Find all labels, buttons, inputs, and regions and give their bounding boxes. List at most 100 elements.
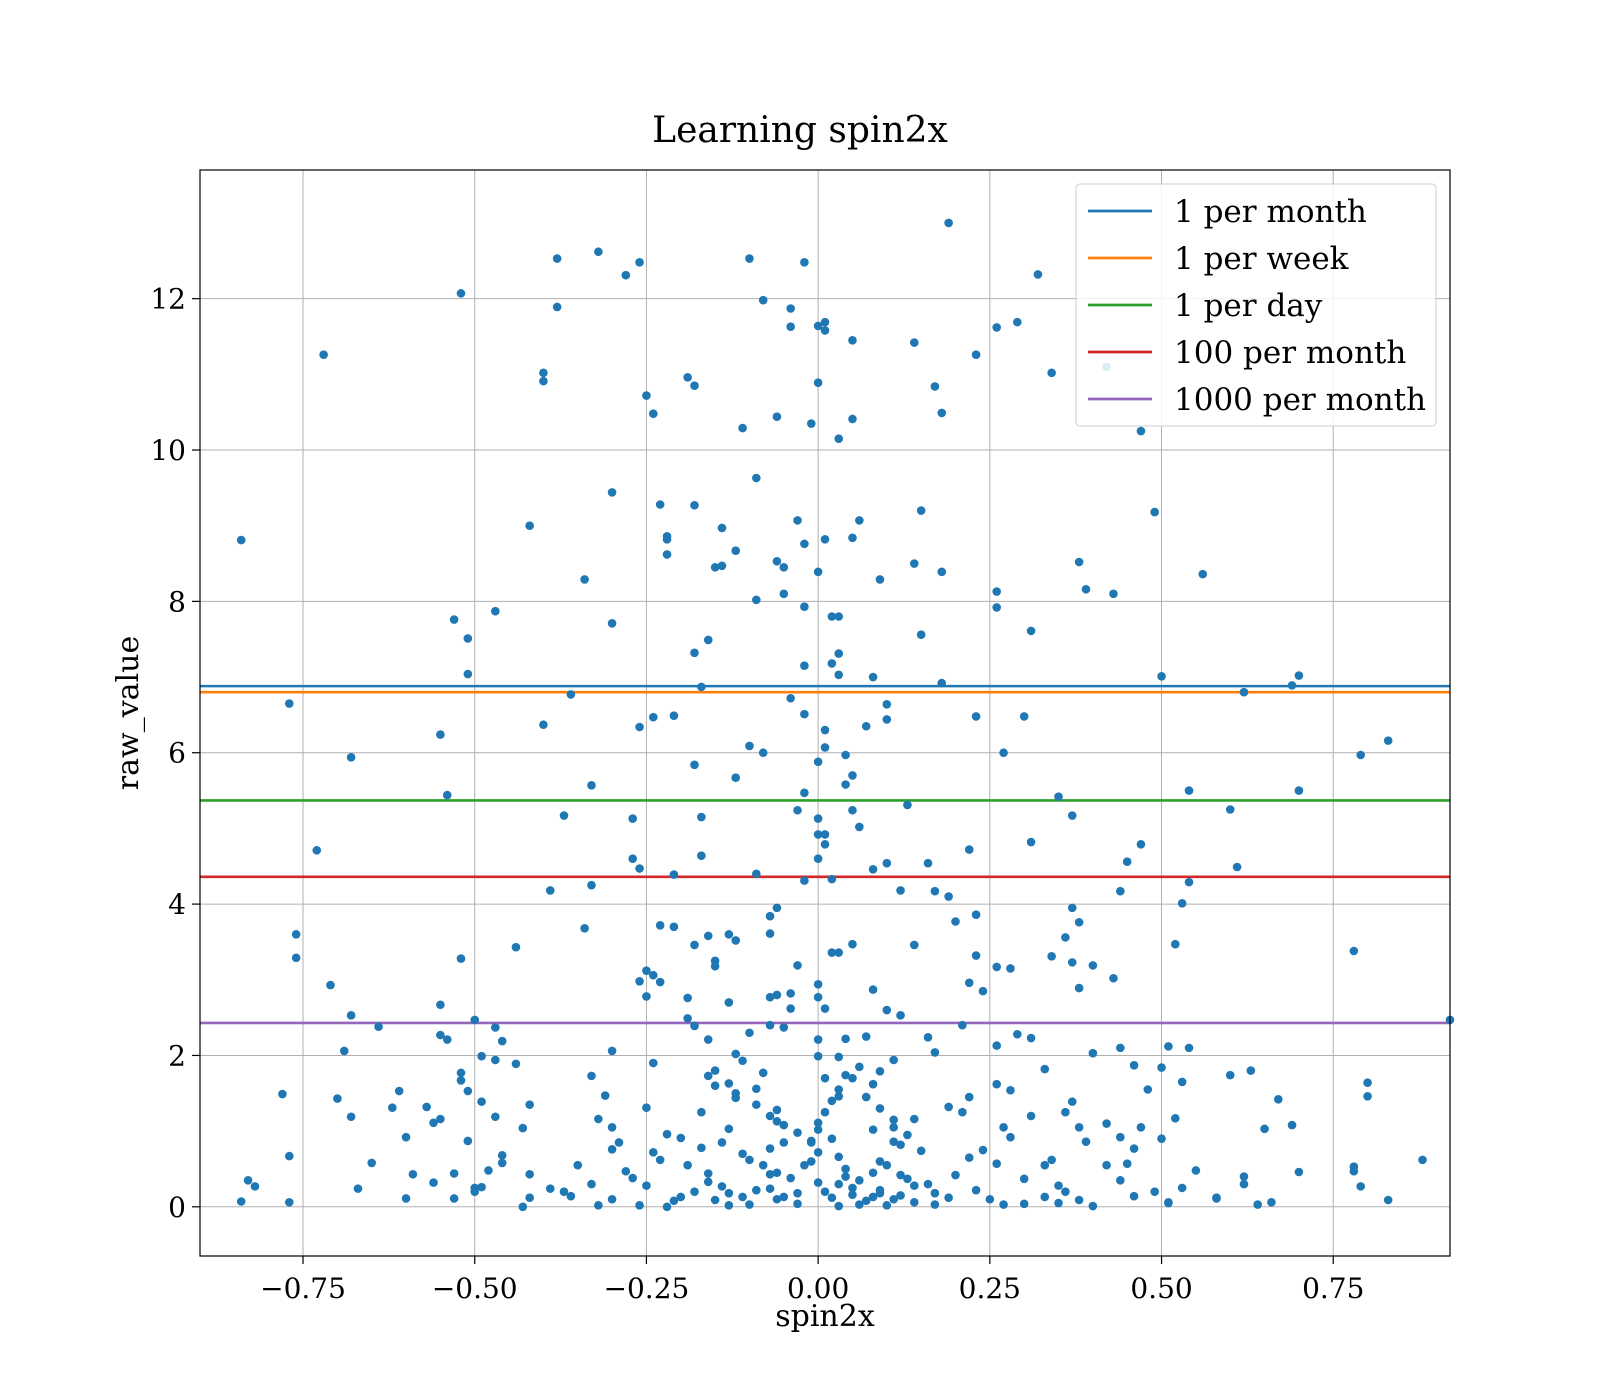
- data-point: [697, 1107, 706, 1117]
- data-point: [834, 612, 844, 621]
- legend-entry: 1 per day: [1174, 288, 1323, 324]
- data-point: [566, 1191, 576, 1201]
- data-point: [655, 1155, 665, 1165]
- data-point: [889, 1194, 898, 1204]
- data-point: [353, 1184, 363, 1193]
- data-point: [813, 992, 823, 1002]
- data-point: [834, 1092, 844, 1101]
- data-point: [717, 1138, 727, 1147]
- data-point: [491, 1023, 500, 1032]
- data-point: [388, 1103, 397, 1112]
- data-point: [436, 1114, 445, 1124]
- data-point: [958, 1107, 967, 1117]
- data-point: [690, 381, 699, 390]
- data-point: [999, 1200, 1008, 1209]
- data-point: [1287, 681, 1297, 690]
- data-point: [442, 1035, 452, 1044]
- data-point: [236, 1197, 246, 1206]
- data-point: [1019, 1199, 1029, 1209]
- data-point: [525, 1193, 534, 1203]
- data-point: [772, 990, 782, 1000]
- data-point: [813, 1118, 823, 1128]
- data-point: [841, 780, 850, 789]
- data-point: [484, 1166, 493, 1175]
- data-point: [930, 886, 940, 896]
- data-point: [710, 961, 720, 971]
- data-point: [738, 1192, 747, 1202]
- data-point: [834, 1085, 844, 1094]
- data-point: [1157, 1134, 1166, 1143]
- data-point: [813, 321, 823, 331]
- data-point: [1074, 983, 1084, 993]
- data-point: [875, 1188, 885, 1198]
- data-point: [1122, 1159, 1132, 1168]
- data-point: [1067, 903, 1077, 913]
- data-point: [703, 1035, 713, 1044]
- data-point: [449, 1169, 459, 1178]
- data-point: [1109, 973, 1118, 983]
- data-point: [827, 1193, 837, 1203]
- data-point: [642, 1103, 651, 1112]
- data-point: [793, 961, 802, 970]
- data-point: [806, 1157, 816, 1166]
- data-point: [1040, 1160, 1050, 1170]
- data-point: [1081, 584, 1091, 594]
- data-point: [813, 830, 823, 839]
- data-point: [813, 1148, 823, 1157]
- data-point: [1349, 946, 1359, 956]
- data-point: [1026, 1111, 1036, 1121]
- data-point: [690, 1021, 699, 1031]
- data-point: [628, 854, 637, 863]
- data-point: [951, 1170, 960, 1180]
- data-point: [971, 350, 981, 359]
- data-point: [786, 1004, 795, 1013]
- data-point: [333, 1094, 342, 1103]
- data-point: [813, 980, 823, 989]
- x-tick-label: 0.50: [1130, 1272, 1192, 1305]
- data-point: [1074, 917, 1084, 927]
- data-point: [710, 1066, 720, 1075]
- data-point: [827, 1134, 837, 1143]
- data-point: [1212, 1193, 1221, 1203]
- data-point: [882, 1005, 892, 1015]
- data-point: [491, 606, 500, 616]
- data-point: [752, 473, 761, 483]
- data-point: [916, 630, 926, 639]
- data-point: [964, 1153, 974, 1162]
- y-tick-label: 10: [150, 434, 186, 467]
- data-point: [903, 800, 912, 810]
- data-point: [587, 780, 596, 790]
- data-point: [992, 587, 1002, 596]
- data-point: [1102, 1119, 1111, 1128]
- data-point: [1013, 1029, 1022, 1039]
- data-point: [868, 1168, 878, 1178]
- data-point: [1067, 1097, 1077, 1106]
- data-point: [813, 1125, 823, 1134]
- y-axis-label: raw_value: [111, 636, 146, 790]
- data-point: [456, 954, 466, 963]
- data-point: [470, 1015, 480, 1025]
- data-point: [1129, 1144, 1139, 1153]
- x-axis-ticks: −0.75 −0.50 −0.25 0.00 0.25 0.50 0.75: [260, 1256, 1364, 1305]
- data-point: [772, 1116, 782, 1126]
- data-point: [497, 1158, 507, 1168]
- y-tick-label: 4: [168, 888, 186, 921]
- data-point: [648, 1058, 658, 1068]
- x-tick-label: −0.50: [432, 1272, 518, 1305]
- legend-entry: 1 per week: [1174, 241, 1349, 277]
- data-point: [635, 1200, 644, 1210]
- data-point: [1191, 1166, 1201, 1175]
- data-point: [813, 854, 823, 863]
- data-point: [1067, 958, 1077, 967]
- data-point: [1033, 270, 1043, 279]
- data-point: [1294, 786, 1304, 795]
- data-point: [1383, 1195, 1393, 1205]
- data-point: [861, 1196, 871, 1206]
- data-point: [655, 977, 665, 987]
- data-point: [525, 1169, 534, 1179]
- data-point: [477, 1182, 486, 1192]
- data-point: [868, 1079, 878, 1089]
- data-point: [594, 247, 603, 257]
- data-point: [607, 619, 617, 628]
- data-point: [1383, 736, 1393, 745]
